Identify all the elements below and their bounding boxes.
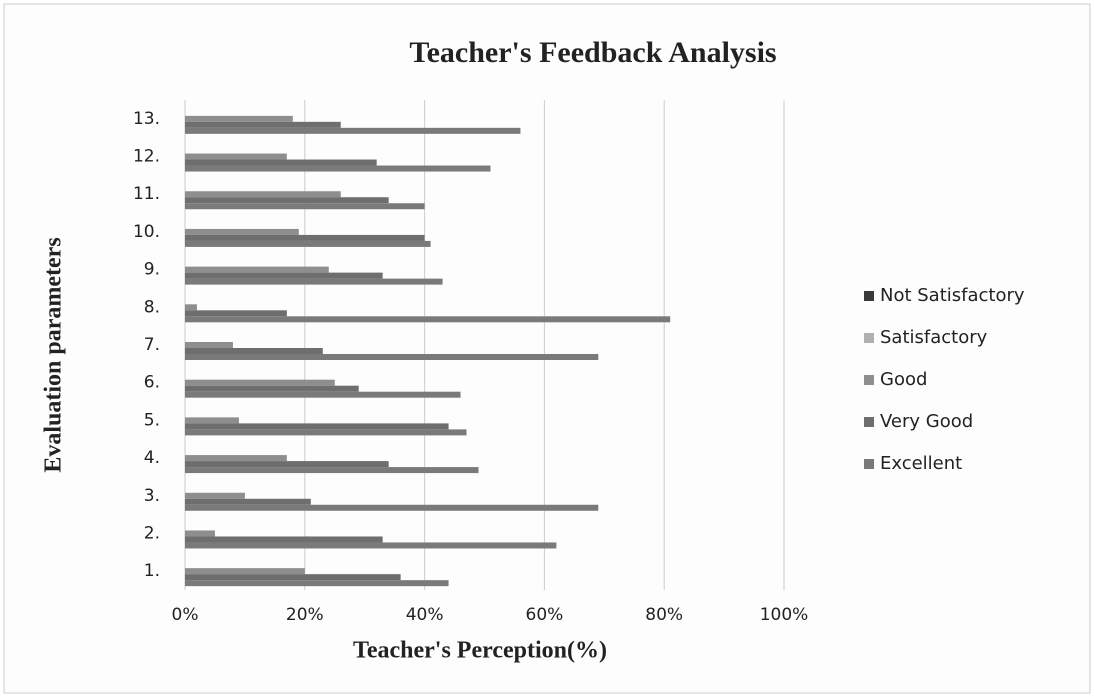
bar — [185, 127, 521, 134]
y-tick-label: 7. — [144, 335, 160, 355]
legend-label: Satisfactory — [880, 327, 988, 348]
bar — [185, 115, 293, 122]
y-axis-title: Evaluation parameters — [41, 237, 67, 472]
bar — [185, 304, 197, 311]
y-tick-label: 2. — [144, 523, 160, 543]
legend-swatch — [864, 291, 874, 301]
bar — [185, 492, 245, 499]
bar — [185, 542, 557, 549]
y-tick-label: 13. — [133, 109, 160, 129]
chart-title: Teacher's Feedback Analysis — [409, 36, 776, 69]
legend-label: Very Good — [880, 411, 973, 432]
bar — [185, 165, 491, 172]
x-tick-label: 40% — [406, 605, 444, 625]
bar — [185, 461, 389, 468]
bar — [185, 391, 461, 398]
y-tick-label: 10. — [133, 222, 160, 242]
bar — [185, 153, 287, 160]
bar — [185, 429, 467, 436]
bar — [185, 191, 341, 198]
chart-frame — [3, 3, 1091, 694]
y-tick-label: 11. — [133, 184, 160, 204]
legend-swatch — [864, 417, 874, 427]
legend-label: Excellent — [880, 453, 962, 474]
y-tick-label: 12. — [133, 147, 160, 167]
y-tick-label: 8. — [144, 297, 160, 317]
x-tick-label: 20% — [286, 605, 324, 625]
legend-swatch — [864, 459, 874, 469]
x-tick-label: 80% — [645, 605, 683, 625]
bar — [185, 342, 233, 348]
legend-label: Not Satisfactory — [880, 285, 1025, 306]
bar — [185, 240, 431, 247]
bar — [185, 498, 311, 505]
bar — [185, 530, 215, 537]
bar — [185, 574, 401, 581]
bar — [185, 354, 599, 360]
bar — [185, 417, 239, 424]
bar — [185, 310, 287, 317]
bar — [185, 385, 359, 392]
bar — [185, 536, 383, 543]
bar — [185, 121, 341, 128]
bar — [185, 316, 671, 323]
bar — [185, 455, 287, 462]
y-tick-label: 5. — [144, 410, 160, 430]
legend-label: Good — [880, 369, 927, 390]
bar — [185, 159, 377, 166]
y-tick-label: 1. — [144, 561, 160, 581]
y-tick-label: 6. — [144, 373, 160, 393]
bar — [185, 568, 305, 575]
bar — [185, 234, 425, 241]
x-tick-label: 0% — [172, 605, 199, 625]
bar — [185, 203, 425, 210]
bar — [185, 272, 383, 279]
bar — [185, 228, 299, 235]
bar — [185, 504, 599, 511]
bar — [185, 467, 479, 474]
bar — [185, 379, 335, 386]
x-tick-label: 60% — [526, 605, 564, 625]
bar — [185, 348, 323, 354]
y-tick-label: 9. — [144, 260, 160, 280]
y-tick-label: 4. — [144, 448, 160, 468]
legend-swatch — [864, 333, 874, 343]
legend-swatch — [864, 375, 874, 385]
bar — [185, 197, 389, 204]
bar — [185, 580, 449, 587]
x-tick-label: 100% — [760, 605, 809, 625]
bar — [185, 278, 443, 285]
bar — [185, 423, 449, 430]
x-axis-title: Teacher's Perception(%) — [353, 638, 607, 664]
bar — [185, 266, 329, 273]
y-tick-label: 3. — [144, 486, 160, 506]
